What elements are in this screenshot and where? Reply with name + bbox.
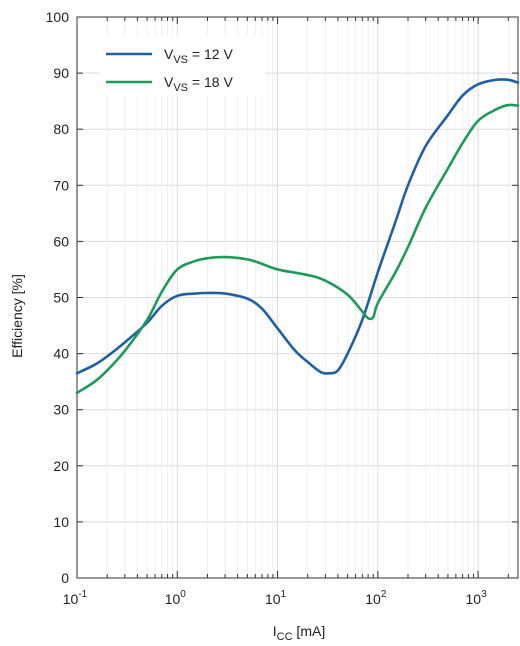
y-tick-label: 30 [53, 402, 69, 418]
x-tick-label: 100 [165, 589, 187, 607]
x-axis-label-sub: CC [277, 631, 293, 643]
grid [76, 16, 518, 579]
y-tick-label: 60 [53, 233, 69, 249]
series-lines [75, 78, 520, 395]
y-tick-label: 20 [53, 458, 69, 474]
y-tick-label: 70 [53, 177, 69, 193]
y-tick-label: 10 [53, 514, 69, 530]
x-tick-label: 101 [265, 589, 287, 607]
y-tick-label: 40 [53, 346, 69, 362]
x-tick-labels: 10-1 100 101 102 103 [63, 589, 487, 607]
x-axis-label: ICC [mA] [273, 623, 325, 643]
x-tick-label: 10-1 [63, 589, 88, 607]
y-axis-label: Efficiency [%] [9, 274, 25, 358]
legend-box [100, 36, 265, 96]
x-axis-label-main: I [273, 623, 277, 639]
y-tick-label: 100 [46, 9, 70, 25]
legend-label-12v: VVS = 12 V [164, 46, 233, 66]
legend-label-18v: VVS = 18 V [164, 74, 233, 94]
series-line-0 [75, 78, 520, 375]
series-line-1 [75, 103, 520, 395]
y-tick-labels: 0 10 20 30 40 50 60 70 80 90 100 [46, 9, 70, 586]
y-tick-label: 0 [61, 570, 69, 586]
x-axis-label-unit: [mA] [293, 623, 326, 639]
y-tick-label: 90 [53, 65, 69, 81]
axis-ticks [76, 16, 518, 579]
x-tick-label: 102 [365, 589, 387, 607]
y-tick-label: 80 [53, 121, 69, 137]
y-tick-label: 50 [53, 290, 69, 306]
x-tick-label: 103 [466, 589, 488, 607]
legend: VVS = 12 V VVS = 18 V [100, 36, 265, 96]
